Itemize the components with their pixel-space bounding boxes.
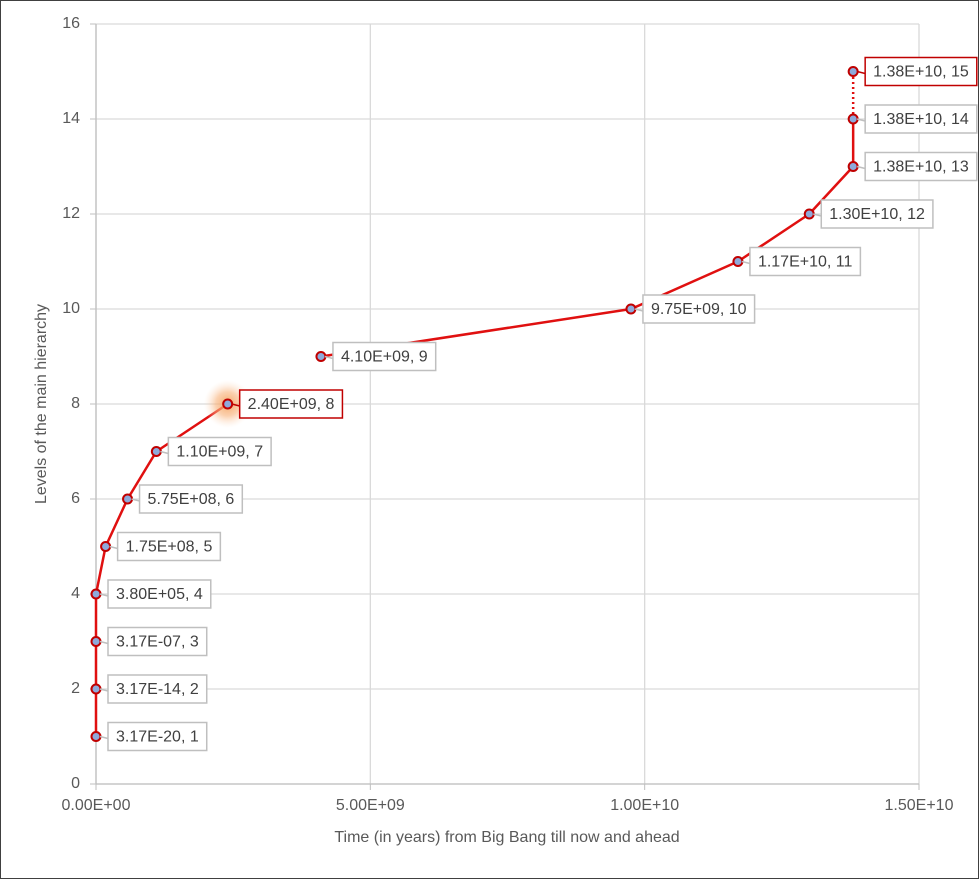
y-tick-label: 4 xyxy=(71,585,80,602)
y-tick-label: 16 xyxy=(62,15,80,32)
data-label-box xyxy=(138,484,244,514)
data-label-box xyxy=(820,199,934,229)
data-label-box xyxy=(107,626,208,657)
label-leader xyxy=(99,640,109,645)
data-label: 1.10E+09, 7 xyxy=(176,444,263,461)
label-leader xyxy=(813,213,822,217)
point xyxy=(847,66,859,77)
data-label-box xyxy=(167,436,272,467)
x-tick-label: 1.50E+10 xyxy=(885,797,954,814)
point xyxy=(90,731,102,742)
label-leader xyxy=(99,735,109,740)
label-leader xyxy=(99,593,109,597)
data-label-box xyxy=(238,389,344,419)
data-label-box xyxy=(116,531,222,562)
point xyxy=(150,446,162,457)
data-label: 9.75E+09, 10 xyxy=(651,301,747,318)
x-tick-label: 5.00E+09 xyxy=(336,797,405,814)
label-leader xyxy=(856,70,866,75)
x-tick-label: 0.00E+00 xyxy=(62,797,131,814)
data-label: 3.17E-07, 3 xyxy=(116,634,199,651)
data-label-box xyxy=(642,294,756,324)
data-label-box xyxy=(864,151,978,182)
data-label-box xyxy=(107,579,212,609)
point xyxy=(122,493,134,505)
line-piece xyxy=(94,402,229,737)
data-label: 4.10E+09, 9 xyxy=(341,349,428,366)
label-leader xyxy=(856,118,866,122)
point xyxy=(847,113,859,125)
point xyxy=(90,636,102,647)
point xyxy=(315,351,327,362)
label-leader xyxy=(131,498,140,502)
y-tick-label: 6 xyxy=(71,490,80,507)
data-label-box xyxy=(749,246,862,277)
point xyxy=(732,256,744,267)
label-leader xyxy=(99,688,109,692)
data-label: 5.75E+08, 6 xyxy=(148,491,235,508)
data-label: 3.17E-20, 1 xyxy=(116,729,199,746)
data-label-box xyxy=(332,341,437,372)
point xyxy=(90,683,102,695)
label-leader xyxy=(856,165,866,170)
point xyxy=(847,161,859,172)
point xyxy=(90,588,102,600)
point xyxy=(222,398,234,410)
y-tick-label: 14 xyxy=(62,110,80,127)
y-tick-label: 2 xyxy=(71,680,80,697)
label-leader xyxy=(324,355,334,360)
x-axis-title: Time (in years) from Big Bang till now a… xyxy=(334,829,679,846)
data-label: 1.17E+10, 11 xyxy=(758,254,853,271)
label-leader xyxy=(231,403,240,407)
y-tick-label: 12 xyxy=(62,205,80,222)
data-label: 1.38E+10, 14 xyxy=(873,111,969,128)
label-leader xyxy=(160,450,169,455)
label-leader xyxy=(741,260,751,265)
data-label: 1.38E+10, 15 xyxy=(873,64,969,81)
data-label: 2.40E+09, 8 xyxy=(248,396,335,413)
data-label-box xyxy=(107,674,208,704)
data-label: 1.38E+10, 13 xyxy=(873,159,969,176)
data-label: 1.30E+10, 12 xyxy=(829,206,925,223)
line-piece xyxy=(320,119,855,358)
x-tick-label: 1.00E+10 xyxy=(610,797,679,814)
y-tick-label: 0 xyxy=(71,775,80,792)
y-tick-label: 8 xyxy=(71,395,80,412)
data-label: 3.80E+05, 4 xyxy=(116,586,203,603)
data-label-box xyxy=(107,721,208,752)
y-tick-label: 10 xyxy=(62,300,80,317)
point xyxy=(100,541,112,552)
label-leader xyxy=(634,308,644,312)
label-leader xyxy=(109,545,118,550)
point xyxy=(803,208,815,220)
data-label-box xyxy=(864,56,978,87)
y-axis-title: Levels of the main hierarchy xyxy=(33,304,50,504)
point xyxy=(625,303,637,315)
data-label: 3.17E-14, 2 xyxy=(116,681,199,698)
data-label: 1.75E+08, 5 xyxy=(126,539,213,556)
data-label-box xyxy=(864,104,978,134)
